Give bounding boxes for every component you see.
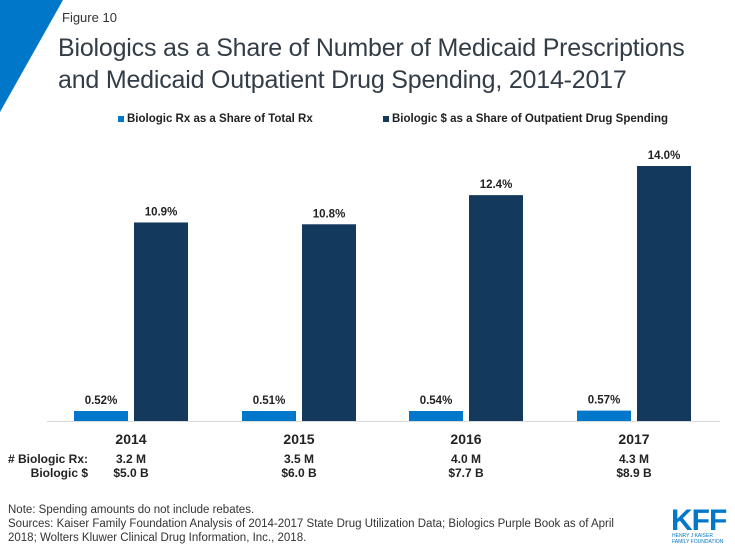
legend-swatch-series-2 <box>383 116 389 122</box>
bar-rx-share-2014 <box>74 411 128 421</box>
stats-rx-count-2017: 4.3 M <box>618 452 649 466</box>
data-label-rx-share-2017: 0.57% <box>588 395 621 407</box>
x-tick-label-2014: 2014 <box>115 431 146 447</box>
bar-rx-share-2015 <box>242 411 296 421</box>
x-tick-label-2017: 2017 <box>618 431 649 447</box>
legend-item-series-1: Biologic Rx as a Share of Total Rx <box>118 113 313 125</box>
legend-item-series-2: Biologic $ as a Share of Outpatient Drug… <box>383 113 668 125</box>
data-label-spending-share-2014: 10.9% <box>145 206 178 218</box>
bar-rx-share-2017 <box>577 410 631 421</box>
bar-spending-share-2016 <box>469 195 523 421</box>
stats-spending-2015: $6.0 B <box>281 466 317 480</box>
kff-logo-wordmark: KFF <box>671 504 727 537</box>
stats-spending-2016: $7.7 B <box>448 466 484 480</box>
stats-spending-2017: $8.9 B <box>616 466 652 480</box>
legend-label-series-2: Biologic $ as a Share of Outpatient Drug… <box>392 113 669 125</box>
chart-title-line-1: Biologics as a Share of Number of Medica… <box>58 34 685 62</box>
x-tick-label-2015: 2015 <box>283 431 314 447</box>
kff-logo-subtitle-1: HENRY J KAISER <box>672 533 713 539</box>
bar-rx-share-2016 <box>409 411 463 421</box>
stats-rx-count-2015: 3.5 M <box>283 452 314 466</box>
bar-chart: 0.52% 10.9% 2014 0.51% 10.8% 2015 0.54% 12.4% 20… <box>47 150 720 447</box>
x-tick-label-2016: 2016 <box>450 431 481 447</box>
stats-row-label-spending: Biologic $ <box>30 466 88 480</box>
chart-title: Biologics as a Share of Number of Medica… <box>58 32 685 96</box>
data-label-rx-share-2015: 0.51% <box>253 395 286 407</box>
bar-spending-share-2014 <box>134 222 188 421</box>
bar-spending-share-2017 <box>637 166 691 421</box>
footer: Note: Spending amounts do not include re… <box>8 503 648 545</box>
footer-note: Note: Spending amounts do not include re… <box>8 504 255 516</box>
kff-logo-subtitle-2: FAMILY FOUNDATION <box>672 539 724 545</box>
stats-row-label-rx: # Biologic Rx: <box>7 452 88 466</box>
stats-rx-count-2014: 3.2 M <box>115 452 146 466</box>
data-label-spending-share-2016: 12.4% <box>480 179 513 191</box>
stats-spending-2014: $5.0 B <box>113 466 149 480</box>
chart-title-line-2: and Medicaid Outpatient Drug Spending, 2… <box>58 66 627 94</box>
data-label-rx-share-2014: 0.52% <box>85 395 118 407</box>
bar-spending-share-2015 <box>302 224 356 421</box>
kff-logo: KFF HENRY J KAISER FAMILY FOUNDATION <box>671 504 728 545</box>
data-label-spending-share-2015: 10.8% <box>313 208 346 220</box>
footer-sources-line-1: Sources: Kaiser Family Foundation Analys… <box>8 518 614 530</box>
footer-sources-line-2: 2018; Wolters Kluwer Clinical Drug Infor… <box>8 532 307 544</box>
stats-rx-count-2016: 4.0 M <box>450 452 481 466</box>
figure-label: Figure 10 <box>62 10 117 25</box>
legend-swatch-series-1 <box>118 116 124 122</box>
legend-label-series-1: Biologic Rx as a Share of Total Rx <box>127 113 313 125</box>
corner-accent-triangle <box>0 0 63 112</box>
data-label-rx-share-2016: 0.54% <box>420 395 453 407</box>
data-label-spending-share-2017: 14.0% <box>648 150 681 162</box>
